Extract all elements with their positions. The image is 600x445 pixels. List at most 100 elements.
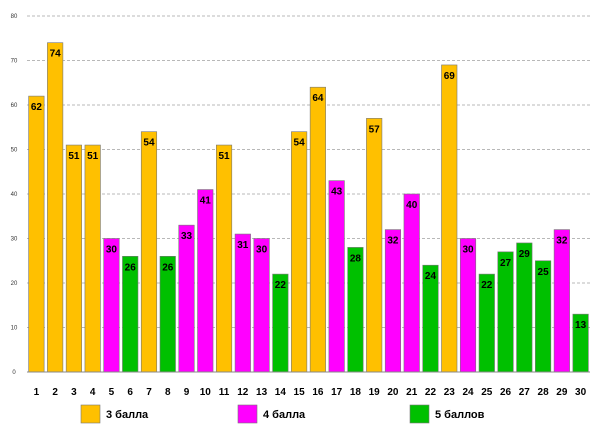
- y-tick-label: 0: [12, 370, 16, 376]
- y-tick-label: 50: [11, 148, 18, 154]
- data-label-12: 31: [237, 240, 249, 251]
- x-tick-label: 17: [331, 387, 343, 398]
- x-tick-label: 2: [52, 387, 58, 398]
- bar-27: [516, 242, 533, 373]
- x-tick-label: 1: [34, 387, 40, 398]
- bar-8: [159, 255, 176, 373]
- x-tick-label: 8: [165, 387, 171, 398]
- legend-label-1: 3 балла: [106, 409, 149, 421]
- y-axis-ticks: 0 10 20 30 40 50 60 70 80: [11, 14, 18, 376]
- bar-12: [234, 233, 251, 373]
- y-tick-label: 40: [11, 192, 18, 198]
- y-tick-label: 10: [11, 326, 18, 332]
- x-tick-label: 19: [369, 387, 381, 398]
- y-tick-label: 30: [11, 237, 18, 243]
- data-label-2: 74: [50, 49, 62, 60]
- x-tick-label: 4: [90, 387, 96, 398]
- x-tick-label: 16: [312, 387, 324, 398]
- data-label-5: 30: [106, 245, 118, 256]
- x-tick-label: 9: [184, 387, 190, 398]
- bar-20: [384, 229, 402, 373]
- bar-21: [403, 193, 420, 373]
- x-tick-label: 26: [500, 387, 512, 398]
- y-tick-label: 80: [11, 14, 18, 20]
- bar-29: [553, 229, 570, 373]
- legend-swatch-3: [409, 404, 430, 424]
- x-tick-label: 7: [146, 387, 152, 398]
- bar-19: [366, 118, 383, 373]
- x-tick-label: 27: [519, 387, 531, 398]
- x-tick-label: 12: [237, 387, 249, 398]
- bar-16: [309, 86, 326, 373]
- data-label-16: 64: [312, 93, 324, 104]
- bar-11: [216, 144, 233, 373]
- data-label-28: 25: [538, 267, 550, 278]
- x-tick-label: 24: [462, 387, 474, 398]
- data-label-3: 51: [68, 151, 80, 162]
- x-tick-label: 28: [538, 387, 550, 398]
- bar-5: [103, 238, 120, 373]
- data-label-9: 33: [181, 231, 193, 242]
- data-label-22: 24: [425, 271, 437, 282]
- bar-24: [459, 238, 477, 373]
- data-label-8: 26: [162, 262, 174, 273]
- x-tick-label: 5: [109, 387, 115, 398]
- x-tick-label: 21: [406, 387, 418, 398]
- data-label-6: 26: [125, 262, 137, 273]
- bar-15: [291, 131, 308, 373]
- data-label-21: 40: [406, 200, 418, 211]
- legend-label-2: 4 балла: [263, 409, 306, 421]
- x-tick-label: 29: [556, 387, 568, 398]
- data-label-29: 32: [556, 236, 568, 247]
- data-label-23: 69: [444, 71, 456, 82]
- data-label-30: 13: [575, 320, 587, 331]
- bar-13: [253, 238, 270, 373]
- bar-1: [28, 95, 45, 373]
- x-tick-label: 20: [387, 387, 399, 398]
- y-tick-label: 60: [11, 103, 18, 109]
- bar-6: [122, 255, 139, 373]
- legend-label-3: 5 баллов: [435, 409, 485, 421]
- grid-lines: [27, 15, 590, 328]
- bars: [28, 42, 589, 373]
- bar-4: [84, 144, 101, 373]
- x-tick-label: 23: [444, 387, 456, 398]
- bar-10: [197, 189, 214, 373]
- data-label-10: 41: [200, 196, 212, 207]
- data-label-18: 28: [350, 253, 362, 264]
- data-label-26: 27: [500, 258, 512, 269]
- x-tick-label: 22: [425, 387, 437, 398]
- data-label-7: 54: [143, 138, 155, 149]
- x-tick-label: 30: [575, 387, 587, 398]
- data-label-25: 22: [481, 280, 493, 291]
- x-tick-label: 15: [294, 387, 306, 398]
- x-tick-label: 18: [350, 387, 362, 398]
- data-label-14: 22: [275, 280, 287, 291]
- bar-18: [347, 247, 364, 373]
- bar-26: [497, 251, 514, 373]
- data-label-27: 29: [519, 249, 531, 260]
- bar-7: [140, 131, 158, 373]
- legend-swatch-1: [80, 404, 101, 424]
- y-tick-label: 70: [11, 59, 18, 65]
- bar-17: [328, 180, 345, 373]
- x-tick-label: 11: [219, 387, 230, 398]
- legend: 3 балла 4 балла 5 баллов: [80, 404, 485, 424]
- x-axis-ticks: 1 2 3 4 5 6 7 8 9 10 11 12 13 14 15 16 17 18 19 20 21 22 23 24 2…: [34, 387, 587, 398]
- data-label-24: 30: [462, 245, 474, 256]
- bar-23: [441, 64, 458, 373]
- data-labels: 62 74 51 51 30 26 54 26 33 41 51 31 30 22 54 64 43 28 57 32…: [31, 49, 587, 331]
- data-label-17: 43: [331, 187, 343, 198]
- bar-3: [65, 144, 82, 373]
- data-label-11: 51: [218, 151, 230, 162]
- bar-2: [47, 42, 64, 373]
- data-label-1: 62: [31, 102, 43, 113]
- legend-swatch-2: [237, 404, 258, 424]
- data-label-20: 32: [387, 236, 399, 247]
- data-label-4: 51: [87, 151, 99, 162]
- x-tick-label: 3: [71, 387, 77, 398]
- bar-9: [178, 224, 195, 373]
- y-tick-label: 20: [11, 281, 18, 287]
- x-tick-label: 14: [275, 387, 287, 398]
